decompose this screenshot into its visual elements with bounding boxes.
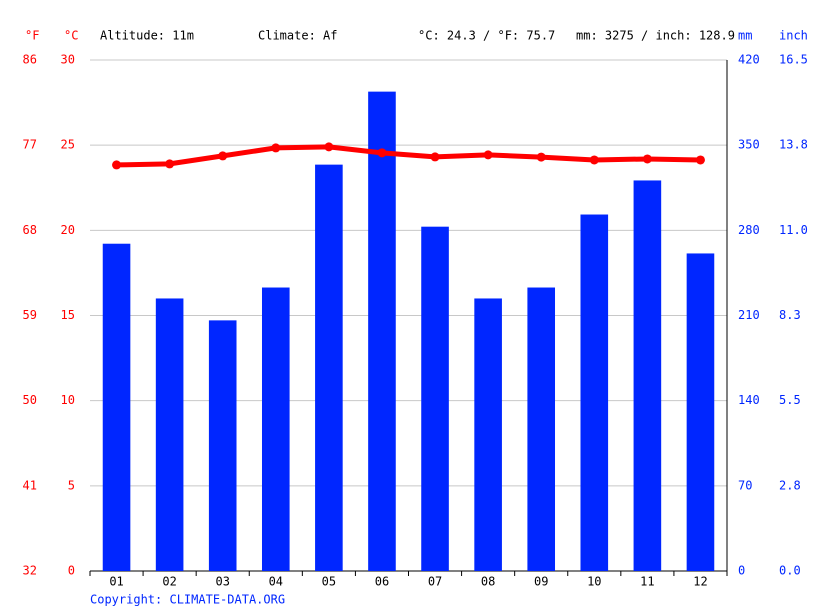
temperature-point [642,154,652,164]
c-tick-label: 25 [61,138,75,152]
x-tick-label: 07 [428,575,442,589]
precipitation-bar [527,287,556,571]
inch-tick-label: 2.8 [779,478,801,492]
precipitation-bar [421,226,449,571]
f-tick-label: 68 [23,223,37,237]
f-tick-label: 50 [23,393,37,407]
x-tick-label: 04 [269,575,283,589]
mm-tick-label: 210 [738,308,760,322]
inch-tick-label: 16.5 [779,53,808,67]
x-tick-label: 12 [693,575,707,589]
x-tick-label: 01 [109,575,123,589]
temperature-line [116,144,701,168]
climate: Climate: Af [258,29,337,43]
c-tick-label: 10 [61,393,75,407]
inch-tick-label: 0.0 [779,564,801,578]
inch-tick-label: 13.8 [779,138,808,152]
inch-tick-label: 8.3 [779,308,801,322]
temperature-point [112,160,122,170]
altitude: Altitude: 11m [100,29,194,43]
precipitation-bar [102,243,131,571]
temperature-point [430,152,440,162]
x-tick-label: 09 [534,575,548,589]
x-tick-label: 03 [215,575,229,589]
c-tick-label: 5 [68,478,75,492]
x-tick-label: 06 [375,575,389,589]
precipitation-bar [633,180,662,571]
x-tick-label: 11 [640,575,654,589]
c-axis-unit: °C [64,29,78,43]
precipitation-bar [474,298,502,571]
c-tick-label: 30 [61,53,75,67]
f-axis-unit: °F [25,29,39,43]
precipitation-total: mm: 3275 / inch: 128.9 [576,29,735,43]
precipitation-bar [368,91,396,571]
x-tick-label: 08 [481,575,495,589]
mm-tick-label: 0 [738,564,745,578]
precipitation-bar [155,298,184,571]
precipitation-bar [686,253,715,571]
inch-tick-label: 11.0 [779,223,808,237]
temperature-point [324,142,334,152]
temperature-mean: °C: 24.3 / °F: 75.7 [418,29,555,43]
precipitation-bar [261,287,290,571]
f-tick-label: 77 [23,138,37,152]
temperature-point [483,150,493,160]
mm-tick-label: 70 [738,478,752,492]
precipitation-bar [315,164,343,571]
temperature-point [695,155,705,165]
x-tick-label: 05 [322,575,336,589]
temperature-point [271,143,281,153]
f-tick-label: 86 [23,53,37,67]
mm-tick-label: 350 [738,138,760,152]
precipitation-bar [580,214,609,571]
copyright: Copyright: CLIMATE-DATA.ORG [90,593,285,607]
temperature-point [218,151,228,161]
f-tick-label: 32 [23,564,37,578]
mm-tick-label: 420 [738,53,760,67]
temperature-point [165,159,175,169]
temperature-point [536,152,546,162]
precipitation-bar [208,320,237,571]
mm-axis-unit: mm [738,29,752,43]
mm-tick-label: 280 [738,223,760,237]
f-tick-label: 41 [23,478,37,492]
x-tick-label: 02 [162,575,176,589]
c-tick-label: 0 [68,564,75,578]
temperature-point [589,155,599,165]
f-tick-label: 59 [23,308,37,322]
temperature-point [377,148,387,158]
c-tick-label: 15 [61,308,75,322]
inch-axis-unit: inch [779,29,808,43]
inch-tick-label: 5.5 [779,393,801,407]
c-tick-label: 20 [61,223,75,237]
x-tick-label: 10 [587,575,601,589]
mm-tick-label: 140 [738,393,760,407]
